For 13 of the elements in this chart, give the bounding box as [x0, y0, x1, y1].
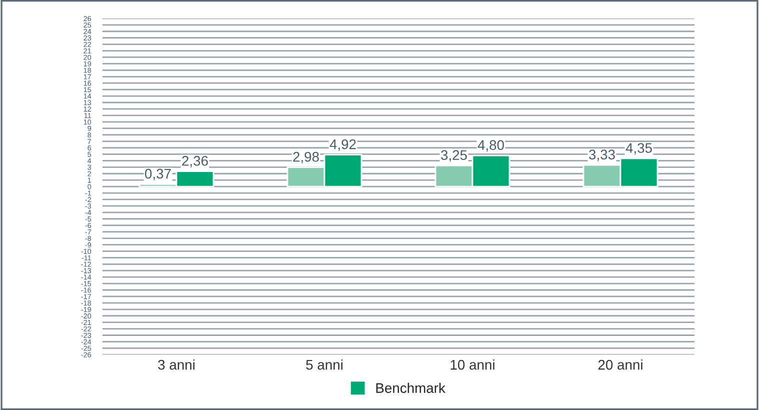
data-label: 0,37: [144, 168, 171, 180]
data-label: 2,36: [182, 156, 208, 168]
legend-label: Benchmark: [376, 382, 446, 393]
data-label: 3,33: [588, 150, 615, 162]
x-tick-label: 3 anni: [158, 360, 194, 370]
data-label: 2,98: [293, 152, 319, 164]
data-label: 3,25: [440, 150, 467, 162]
data-label: 4,80: [478, 140, 504, 152]
data-label: 4,35: [626, 143, 652, 155]
x-tick-label: 5 anni: [306, 360, 342, 370]
x-tick-label: 10 anni: [450, 360, 494, 370]
x-tick-label: 20 anni: [598, 360, 642, 370]
data-label: 4,92: [330, 139, 356, 151]
